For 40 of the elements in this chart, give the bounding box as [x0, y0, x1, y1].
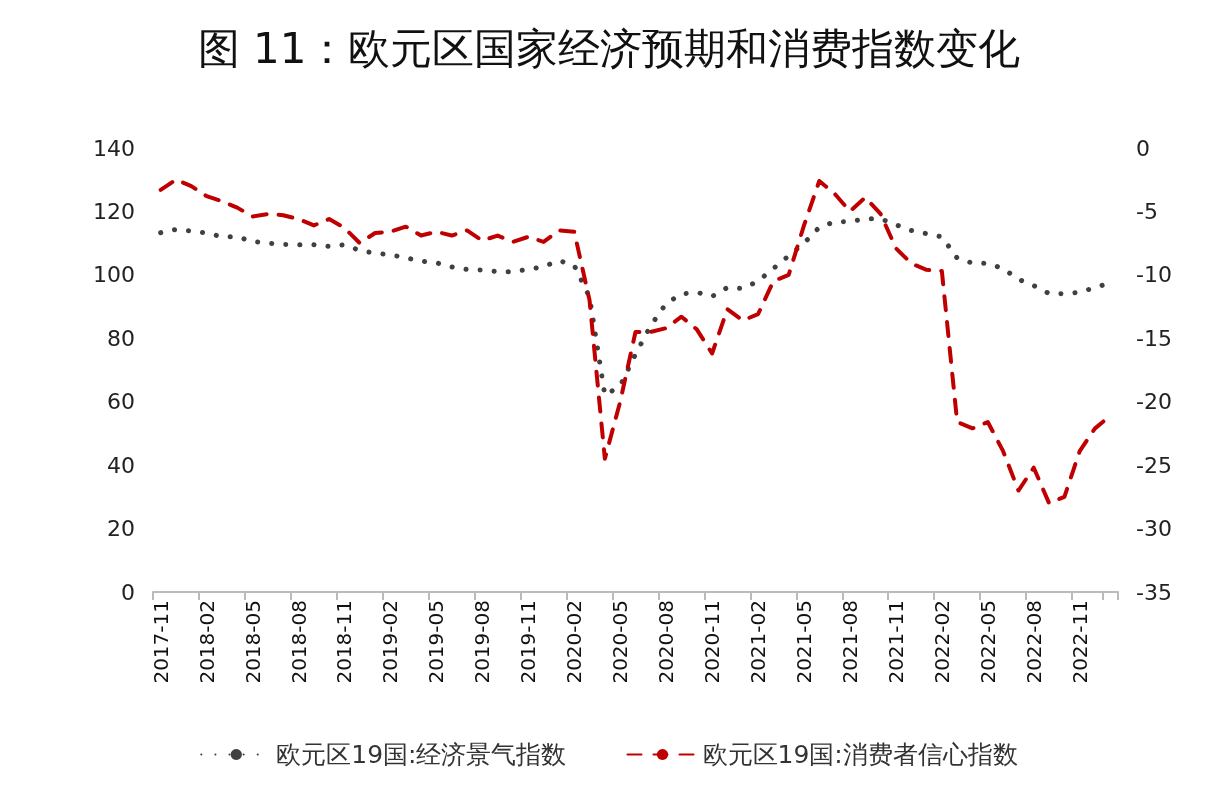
x-tick-label: 2021-02 — [746, 600, 771, 684]
x-tick-label: 2018-02 — [194, 600, 219, 684]
y2-tick-label: 0 — [1136, 135, 1150, 161]
x-tick-label: 2018-05 — [240, 600, 265, 684]
x-tick-label: 2019-05 — [424, 600, 449, 684]
x-tick-label: 2020-08 — [654, 600, 679, 684]
y2-tick-label: -5 — [1136, 198, 1158, 224]
y-tick-label: 60 — [107, 389, 135, 415]
y2-tick-label: -15 — [1136, 325, 1172, 351]
x-tick-label: 2019-02 — [378, 600, 403, 684]
y-tick-label: 40 — [107, 452, 135, 478]
x-tick-label: 2021-05 — [791, 600, 816, 684]
y-tick-label: 140 — [93, 135, 135, 161]
x-tick-label: 2020-11 — [700, 600, 725, 684]
y-tick-label: 20 — [107, 516, 135, 542]
y2-tick-label: -10 — [1136, 262, 1172, 288]
x-tick-label: 2021-11 — [883, 600, 908, 684]
x-tick-label: 2018-08 — [286, 600, 311, 684]
x-tick-label: 2022-08 — [1021, 600, 1046, 684]
y-tick-label: 0 — [121, 579, 135, 605]
x-tick-label: 2017-11 — [148, 600, 173, 684]
x-tick-label: 2022-02 — [929, 600, 954, 684]
legend-label: 欧元区19国:经济景气指数 — [276, 740, 567, 769]
y2-tick-label: -35 — [1136, 579, 1172, 605]
x-tick-label: 2018-11 — [332, 600, 357, 684]
x-tick-label: 2019-11 — [516, 600, 541, 684]
y2-tick-label: -20 — [1136, 389, 1172, 415]
x-tick-label: 2019-08 — [470, 600, 495, 684]
x-tick-label: 2020-02 — [562, 600, 587, 684]
y-tick-label: 100 — [93, 262, 135, 288]
x-tick-label: 2022-05 — [975, 600, 1000, 684]
y2-tick-label: -30 — [1136, 516, 1172, 542]
chart-title: 图 11：欧元区国家经济预期和消费指数变化 — [197, 23, 1021, 73]
legend-label: 欧元区19国:消费者信心指数 — [702, 740, 1018, 769]
y2-tick-label: -25 — [1136, 452, 1172, 478]
y-tick-label: 120 — [93, 198, 135, 224]
x-tick-label: 2021-08 — [837, 600, 862, 684]
x-tick-label: 2020-05 — [608, 600, 633, 684]
y-tick-label: 80 — [107, 325, 135, 351]
x-tick-label: 2022-11 — [1067, 600, 1092, 684]
